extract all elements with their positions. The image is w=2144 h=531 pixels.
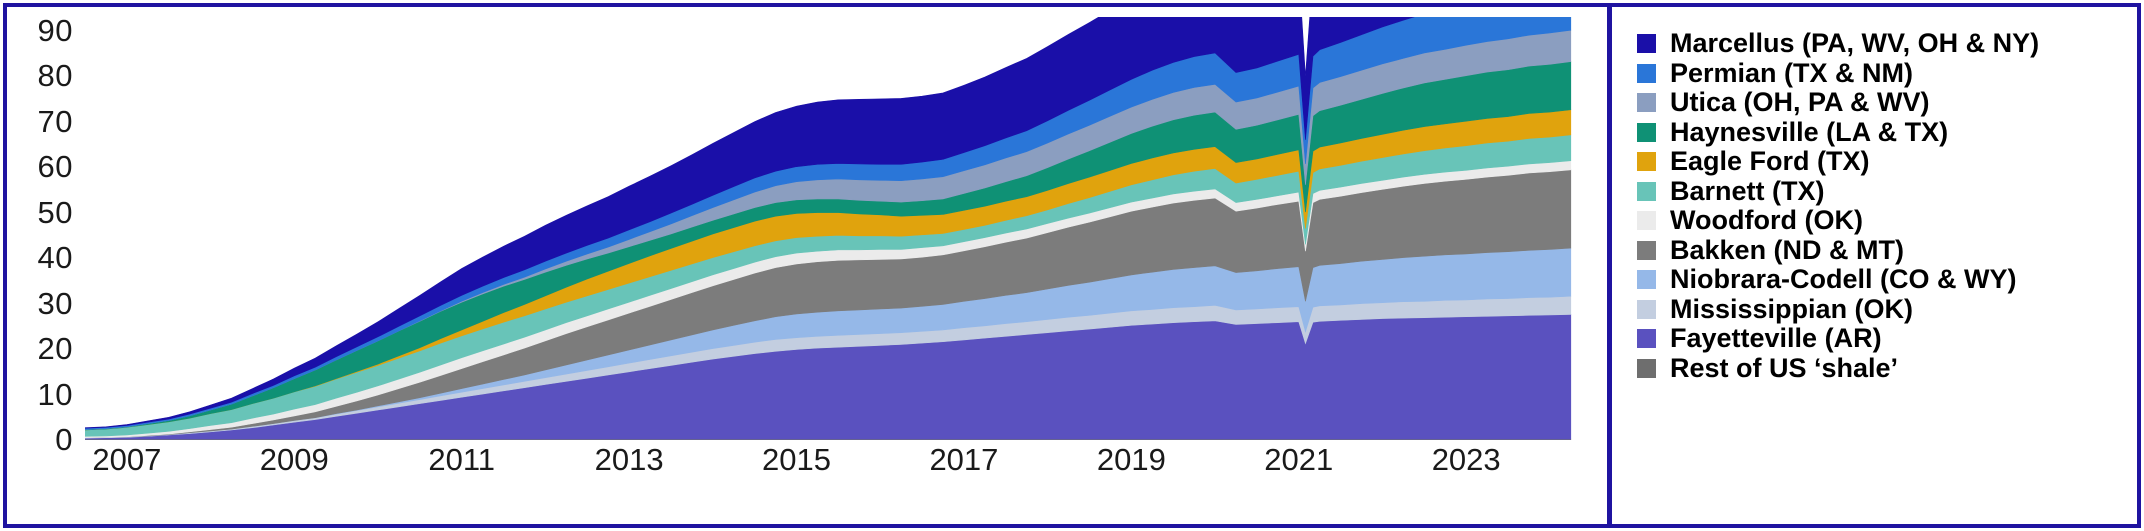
x-axis-tick-label: 2007 <box>92 442 162 477</box>
legend-swatch-icon <box>1637 211 1656 231</box>
legend-item-label: Bakken (ND & MT) <box>1670 234 1905 265</box>
x-axis-tick-label: 2009 <box>259 442 329 477</box>
legend-item[interactable]: Rest of US ‘shale’ <box>1637 354 2137 384</box>
x-axis-tick-label: 2019 <box>1096 442 1166 477</box>
legend-item-label: Rest of US ‘shale’ <box>1670 352 1899 383</box>
legend-item[interactable]: Fayetteville (AR) <box>1637 324 2137 354</box>
legend-swatch-icon <box>1637 358 1656 378</box>
legend-item[interactable]: Woodford (OK) <box>1637 206 2137 236</box>
legend-item-label: Woodford (OK) <box>1670 205 1863 236</box>
legend-item-label: Marcellus (PA, WV, OH & NY) <box>1670 28 2040 59</box>
legend-item-label: Eagle Ford (TX) <box>1670 146 1870 177</box>
legend-swatch-icon <box>1637 152 1656 172</box>
y-axis-tick-label: 10 <box>37 376 73 412</box>
chart-legend: Marcellus (PA, WV, OH & NY) Permian (TX &… <box>1637 29 2137 383</box>
legend-item-label: Mississippian (OK) <box>1670 293 1914 324</box>
legend-item-label: Haynesville (LA & TX) <box>1670 116 1949 147</box>
legend-swatch-icon <box>1637 63 1656 83</box>
legend-swatch-icon <box>1637 329 1656 349</box>
legend-item-label: Niobrara-Codell (CO & WY) <box>1670 264 2017 295</box>
legend-swatch-icon <box>1637 181 1656 201</box>
y-axis-tick-label: 70 <box>37 103 73 139</box>
legend-item[interactable]: Niobrara-Codell (CO & WY) <box>1637 265 2137 295</box>
legend-item[interactable]: Marcellus (PA, WV, OH & NY) <box>1637 29 2137 59</box>
y-axis-tick-label: 0 <box>55 422 73 457</box>
figure-frame: 90 80 70 60 50 40 30 20 10 0 2007 2009 2011 2013 2015… <box>3 3 2141 528</box>
area-series <box>85 17 1415 429</box>
legend-item[interactable]: Barnett (TX) <box>1637 177 2137 207</box>
legend-swatch-icon <box>1637 240 1656 260</box>
x-axis-tick-label: 2013 <box>594 442 664 477</box>
x-axis-tick-label: 2023 <box>1431 442 1501 477</box>
legend-swatch-icon <box>1637 93 1656 113</box>
legend-swatch-icon <box>1637 299 1656 319</box>
legend-item[interactable]: Mississippian (OK) <box>1637 295 2137 325</box>
x-axis: 2007 2009 2011 2013 2015 2017 2019 2021 2023 <box>85 444 1575 494</box>
y-axis-tick-label: 40 <box>37 240 73 276</box>
legend-swatch-icon <box>1637 270 1656 290</box>
y-axis-tick-label: 60 <box>37 149 73 185</box>
y-axis: 90 80 70 60 50 40 30 20 10 0 <box>7 7 73 455</box>
legend-item[interactable]: Permian (TX & NM) <box>1637 59 2137 89</box>
x-axis-tick-label: 2021 <box>1264 442 1334 477</box>
legend-item-label: Permian (TX & NM) <box>1670 57 1914 88</box>
y-axis-tick-label: 30 <box>37 285 73 321</box>
y-axis-tick-label: 90 <box>37 12 73 48</box>
x-axis-tick-label: 2015 <box>762 442 831 477</box>
plot-area <box>85 17 1575 440</box>
legend-item-label: Barnett (TX) <box>1670 175 1825 206</box>
y-axis-tick-label: 20 <box>37 331 73 367</box>
y-axis-tick-label: 80 <box>37 58 73 94</box>
legend-divider <box>1607 7 1612 524</box>
legend-item-label: Utica (OH, PA & WV) <box>1670 87 1930 118</box>
legend-swatch-icon <box>1637 34 1656 54</box>
chart-area: 90 80 70 60 50 40 30 20 10 0 2007 2009 2011 2013 2015… <box>7 7 1607 524</box>
legend-item[interactable]: Utica (OH, PA & WV) <box>1637 88 2137 118</box>
legend-item[interactable]: Eagle Ford (TX) <box>1637 147 2137 177</box>
legend-item[interactable]: Haynesville (LA & TX) <box>1637 118 2137 148</box>
legend-item-label: Fayetteville (AR) <box>1670 323 1882 354</box>
y-axis-tick-label: 50 <box>37 194 73 230</box>
x-axis-tick-label: 2011 <box>428 442 496 477</box>
legend-item[interactable]: Bakken (ND & MT) <box>1637 236 2137 266</box>
x-axis-tick-label: 2017 <box>929 442 999 477</box>
stacked-area-plot <box>85 17 1572 440</box>
legend-swatch-icon <box>1637 122 1656 142</box>
